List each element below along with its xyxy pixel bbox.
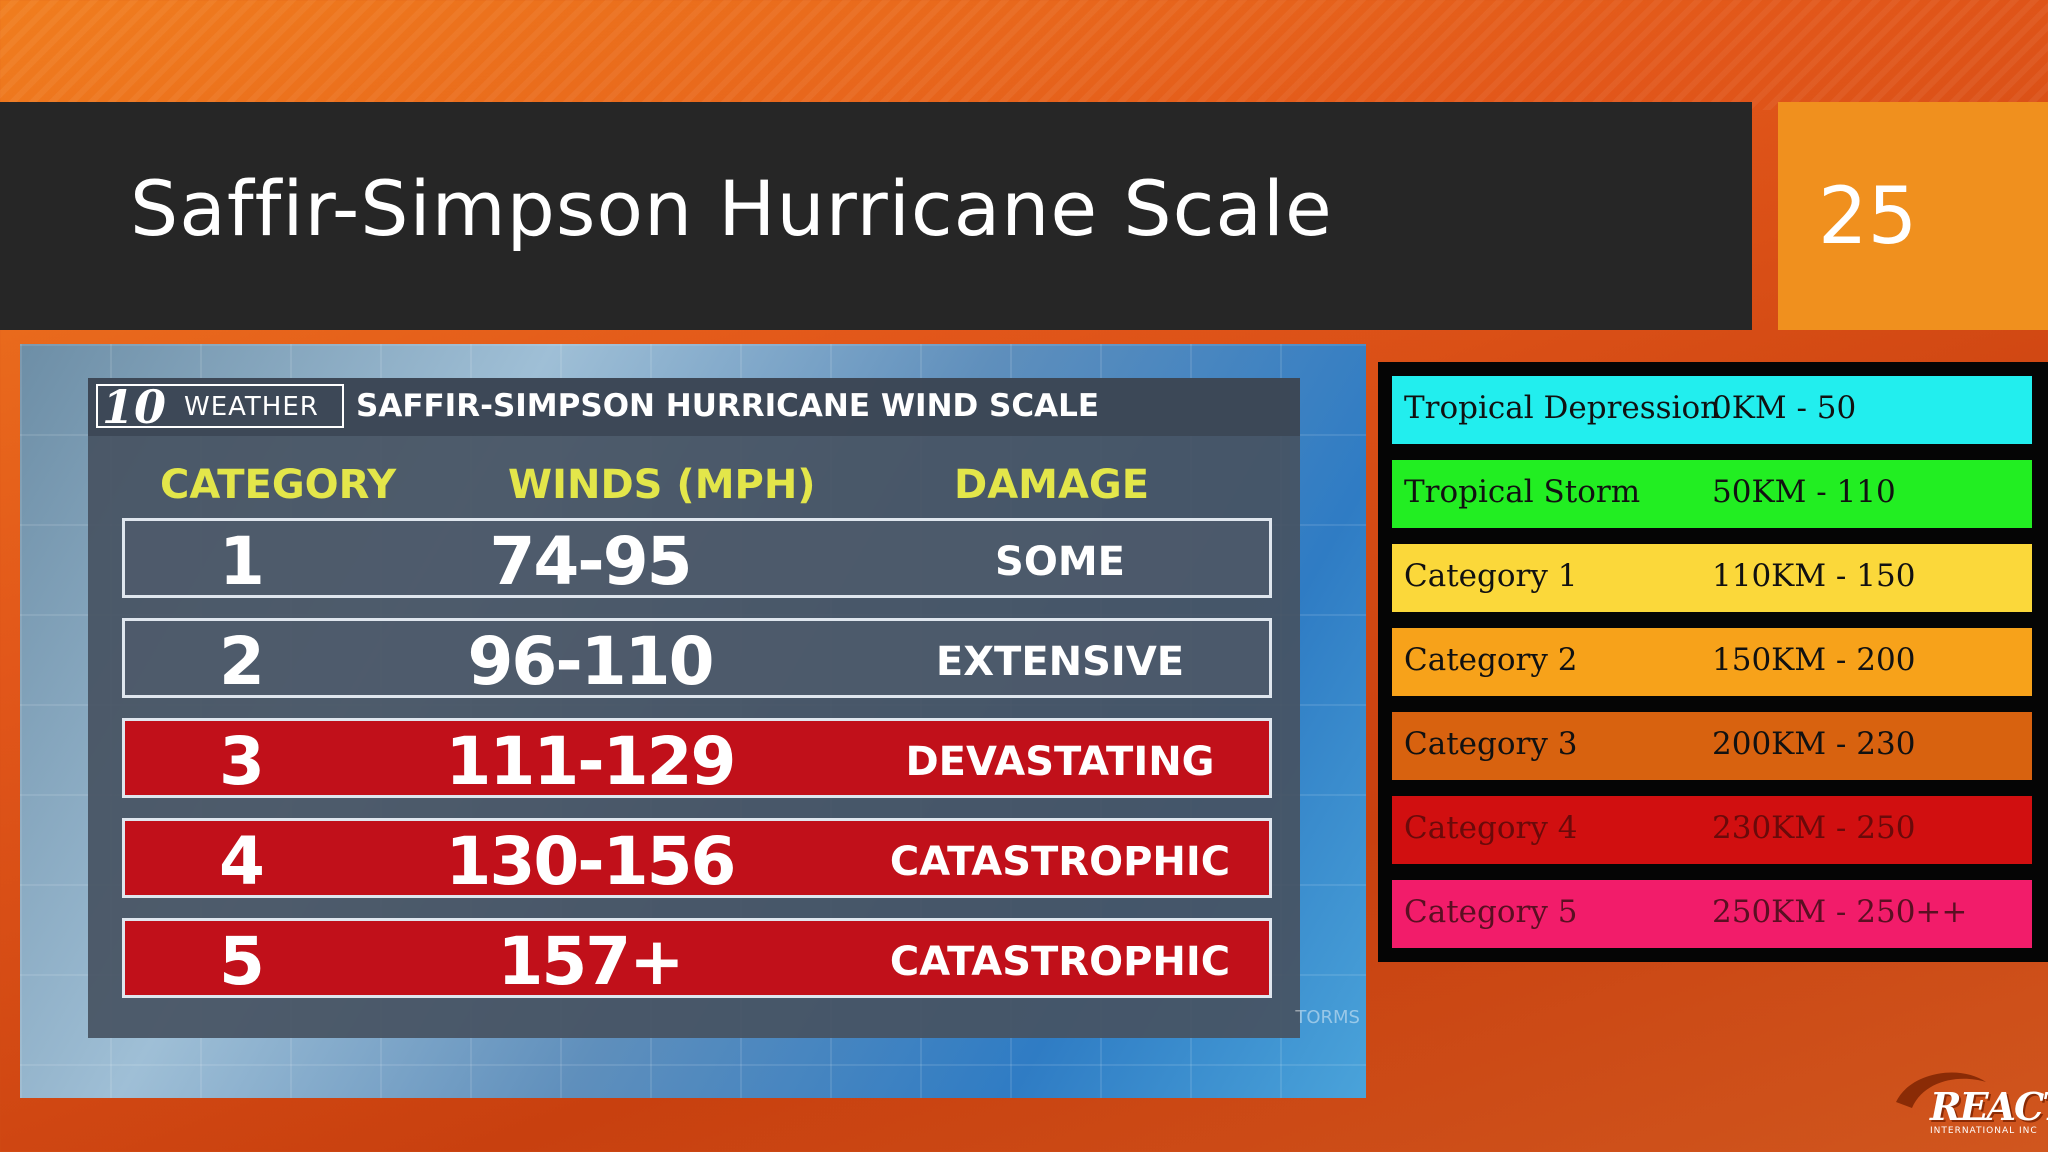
legend-name: Tropical Depression [1404,390,1721,426]
row-damage: DEVASTATING [905,739,1215,785]
wind-scale-board: 10 WEATHER SAFFIR-SIMPSON HURRICANE WIND… [88,378,1300,1038]
scale-row: 4 130-156 CATASTROPHIC [122,818,1272,900]
legend-range: 150KM - 200 [1712,642,1916,678]
logo-word: WEATHER [184,392,319,422]
legend-name: Tropical Storm [1404,474,1641,510]
row-damage: CATASTROPHIC [889,939,1231,985]
scale-row: 1 74-95 SOME [122,518,1272,600]
legend-row: Tropical Depression 0KM - 50 [1392,376,2032,444]
column-header-winds: WINDS (MPH) [508,462,816,508]
weather-logo: 10 WEATHER [96,380,344,434]
row-damage: EXTENSIVE [935,639,1185,685]
page-number: 25 [1818,172,1918,262]
row-category: 1 [219,523,265,600]
legend-row: Category 1 110KM - 150 [1392,544,2032,612]
scale-row: 3 111-129 DEVASTATING [122,718,1272,800]
row-damage: CATASTROPHIC [889,839,1231,885]
row-winds: 111-129 [445,723,737,800]
legend-row: Category 4 230KM - 250 [1392,796,2032,864]
legend-row: Category 2 150KM - 200 [1392,628,2032,696]
legend-name: Category 1 [1404,558,1578,594]
corner-watermark: TORMS [1295,1007,1360,1028]
row-winds: 130-156 [445,823,737,900]
row-category: 2 [219,623,265,700]
row-damage: SOME [995,539,1125,585]
legend-name: Category 2 [1404,642,1578,678]
row-category: 4 [219,823,265,900]
legend-range: 230KM - 250 [1712,810,1916,846]
km-legend: Tropical Depression 0KM - 50 Tropical Stor… [1378,362,2048,962]
logo-swoosh-icon [1896,1072,1986,1108]
slide-title: Saffir-Simpson Hurricane Scale [130,164,1333,253]
column-header-damage: DAMAGE [954,462,1150,508]
legend-row: Category 3 200KM - 230 [1392,712,2032,780]
legend-name: Category 5 [1404,894,1578,930]
scale-row: 5 157+ CATASTROPHIC [122,918,1272,1000]
board-header: 10 WEATHER SAFFIR-SIMPSON HURRICANE WIND… [88,378,1300,436]
legend-range: 50KM - 110 [1712,474,1896,510]
legend-row: Category 5 250KM - 250++ [1392,880,2032,948]
scale-row: 2 96-110 EXTENSIVE [122,618,1272,700]
legend-range: 110KM - 150 [1712,558,1916,594]
hurricane-scale-image: 10 WEATHER SAFFIR-SIMPSON HURRICANE WIND… [20,344,1366,1098]
row-winds: 96-110 [467,623,714,700]
row-winds: 74-95 [489,523,692,600]
column-header-category: CATEGORY [160,462,397,508]
legend-name: Category 3 [1404,726,1578,762]
legend-range: 200KM - 230 [1712,726,1916,762]
row-winds: 157+ [497,923,684,1000]
page-number-box: 25 [1778,102,2048,330]
logo-number: 10 [102,380,167,434]
legend-range: 250KM - 250++ [1712,894,1968,930]
legend-name: Category 4 [1404,810,1578,846]
logo-word: REACT [1930,1084,2048,1129]
row-category: 5 [219,923,265,1000]
board-title: SAFFIR-SIMPSON HURRICANE WIND SCALE [356,388,1100,424]
legend-range: 0KM - 50 [1712,390,1857,426]
legend-row: Tropical Storm 50KM - 110 [1392,460,2032,528]
title-bar: Saffir-Simpson Hurricane Scale [0,102,1752,330]
logo-subtitle: INTERNATIONAL INC [1930,1126,2038,1136]
row-category: 3 [219,723,265,800]
react-logo: REACT INTERNATIONAL INC [1890,1064,2048,1152]
background-pattern [0,0,2048,110]
